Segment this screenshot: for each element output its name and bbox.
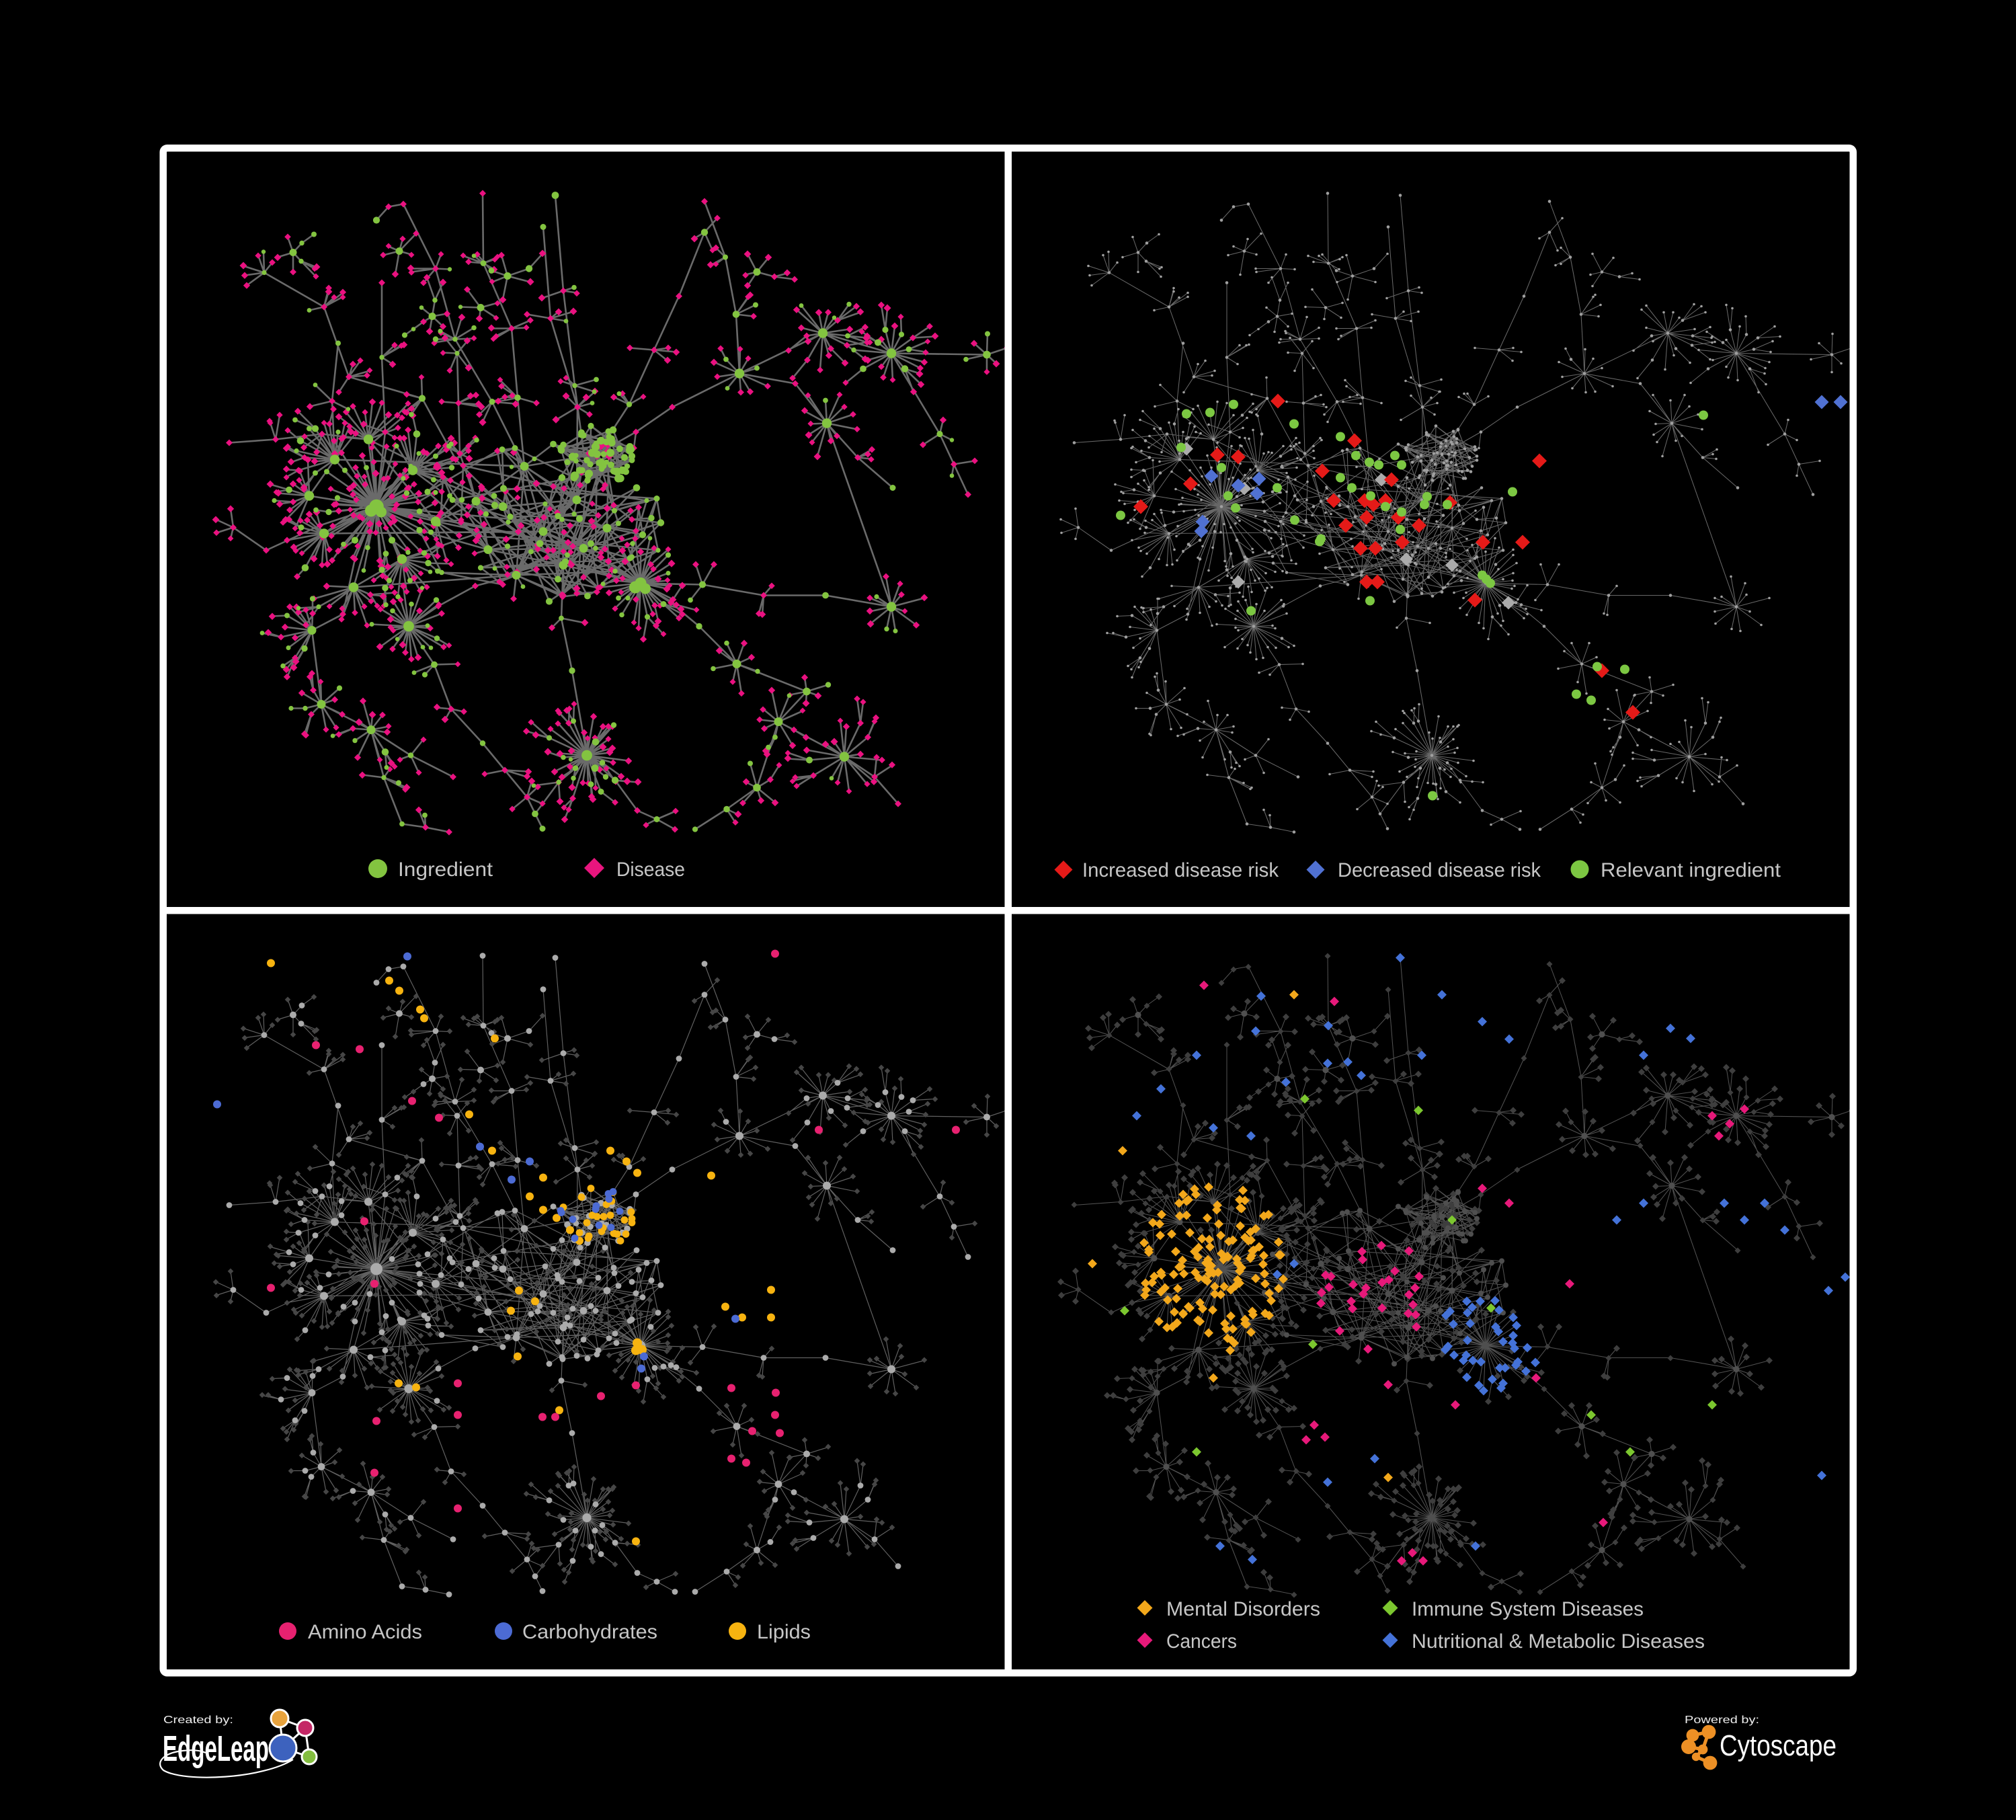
- svg-text:Powered by:: Powered by:: [1685, 1714, 1759, 1726]
- svg-text:Carbohydrates: Carbohydrates: [522, 1621, 657, 1643]
- svg-text:EdgeLeap: EdgeLeap: [163, 1729, 269, 1769]
- svg-text:Disease: Disease: [616, 859, 685, 881]
- svg-text:Cancers: Cancers: [1166, 1630, 1237, 1653]
- svg-text:Ingredient: Ingredient: [398, 859, 493, 881]
- svg-text:Lipids: Lipids: [757, 1621, 811, 1643]
- svg-text:Nutritional & Metabolic Diseas: Nutritional & Metabolic Diseases: [1412, 1630, 1705, 1653]
- svg-text:Decreased disease risk: Decreased disease risk: [1338, 859, 1541, 881]
- svg-text:Immune System Diseases: Immune System Diseases: [1412, 1598, 1644, 1620]
- svg-text:Cytoscape: Cytoscape: [1720, 1729, 1837, 1762]
- svg-text:Amino Acids: Amino Acids: [308, 1621, 422, 1643]
- svg-text:Relevant ingredient: Relevant ingredient: [1601, 859, 1781, 881]
- svg-text:Increased disease risk: Increased disease risk: [1082, 859, 1279, 881]
- svg-text:Mental Disorders: Mental Disorders: [1166, 1598, 1320, 1620]
- svg-text:Created by:: Created by:: [163, 1714, 233, 1726]
